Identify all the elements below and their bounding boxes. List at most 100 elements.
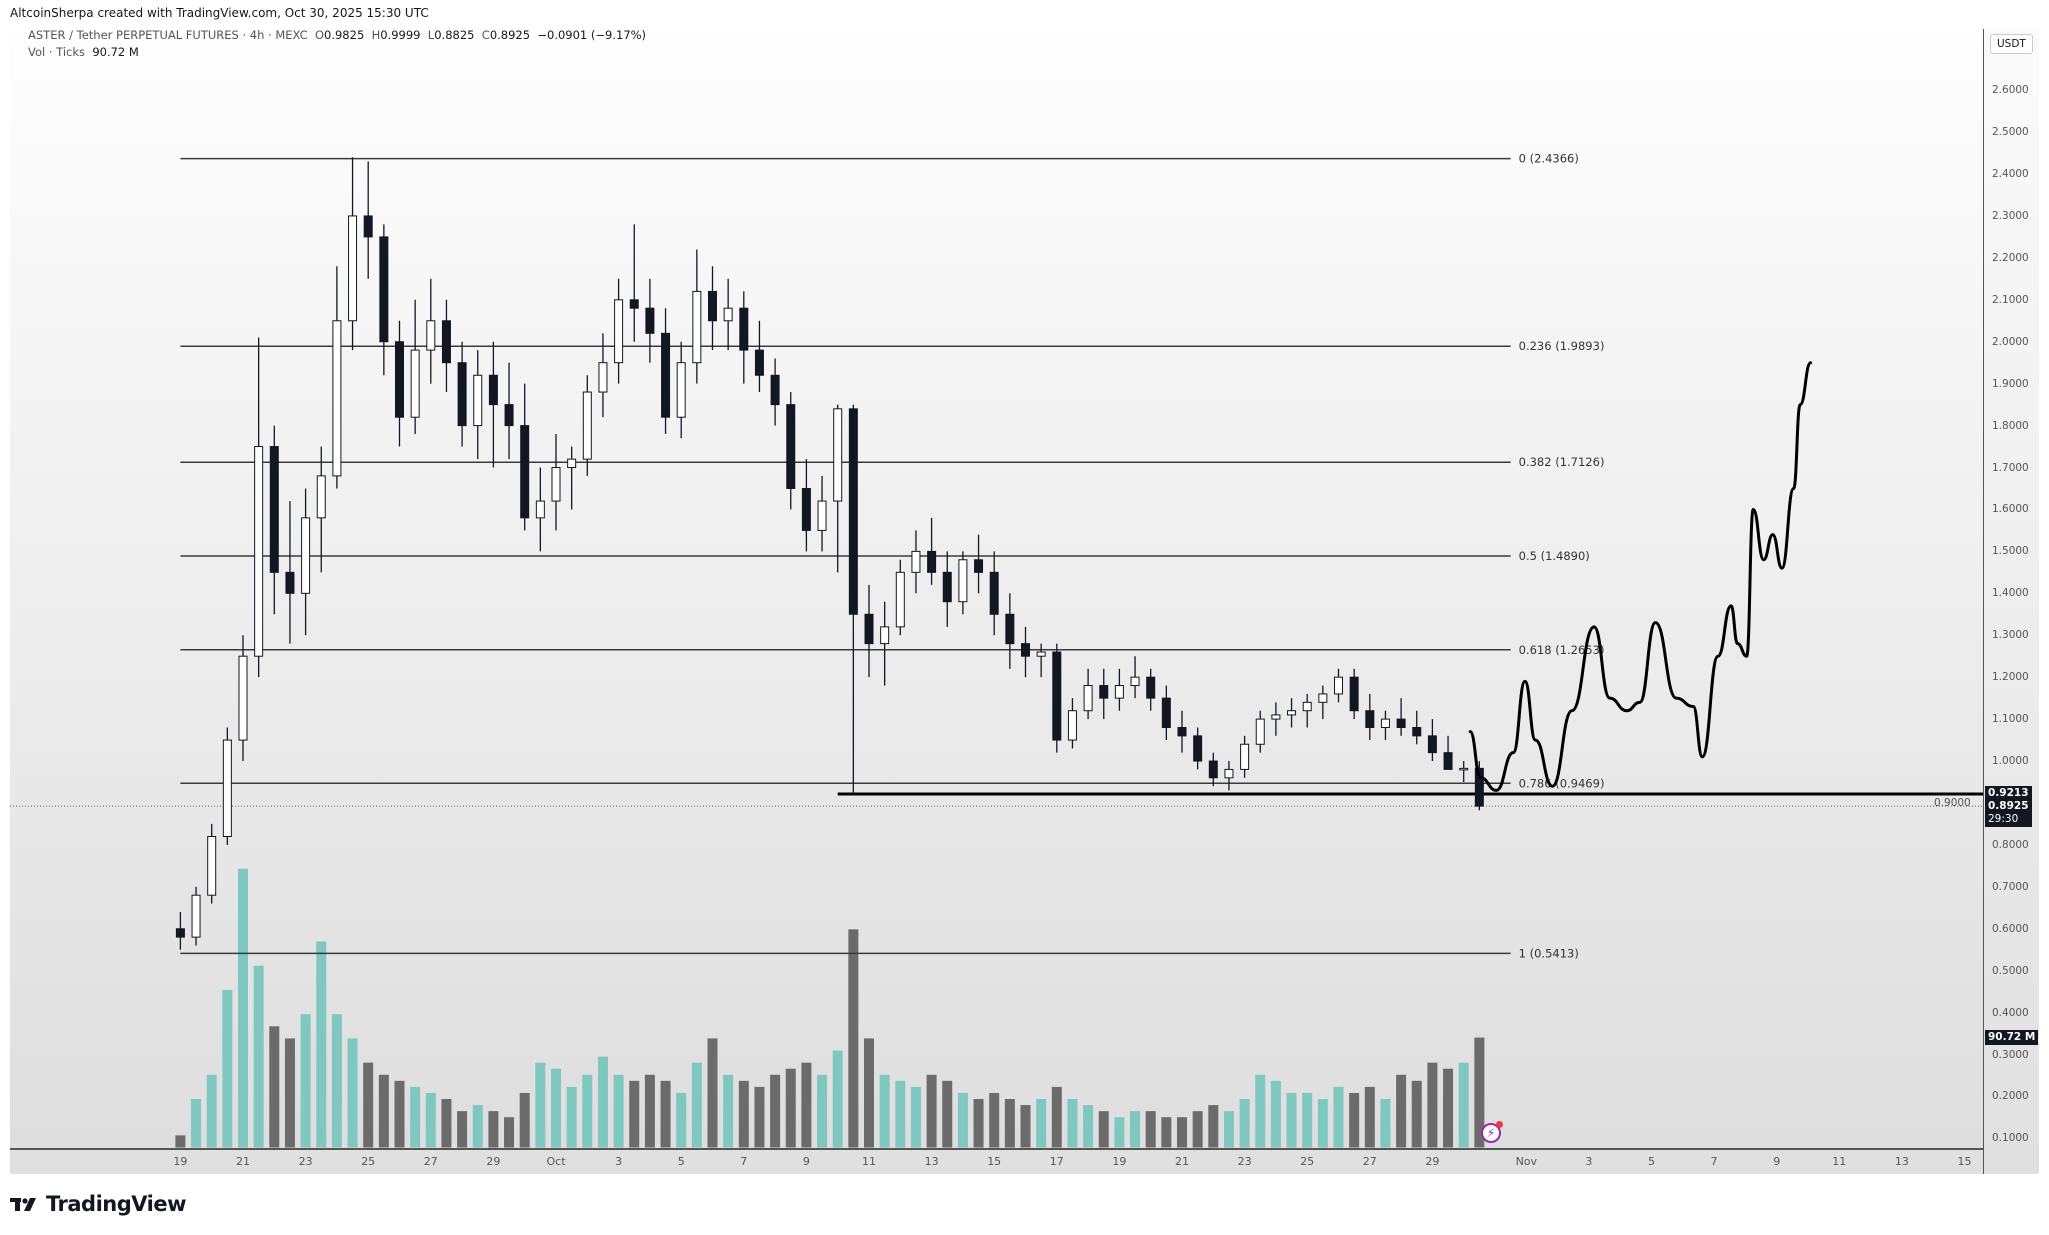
time-tick-label: 15 [987,1155,1002,1168]
candle [723,307,733,322]
candle [1240,743,1250,770]
volume-bar [864,1038,874,1148]
candle [1021,643,1030,657]
volume-bar [1145,1111,1156,1148]
candle [911,550,921,573]
candle [817,500,827,531]
volume-bar [1051,1086,1062,1148]
volume-bar [175,1135,186,1148]
volume-bar [582,1074,593,1148]
volume-bar [425,1092,436,1148]
candle [598,362,608,393]
price-axis[interactable]: 0.1000 0.2000 0.3000 0.4000 0.5000 0.6000 0.70… [1934,29,2039,1174]
price-tick-label: 0.1000 [1992,1132,2029,1145]
currency-button[interactable]: USDT [1990,34,2033,54]
candle [864,613,874,645]
time-tick-label: 5 [677,1155,685,1168]
lightning-bolt-icon[interactable]: ⚡ [1481,1121,1503,1143]
candle [1334,676,1343,695]
volume-bar [770,1074,781,1148]
volume-legend[interactable]: Vol · Ticks 90.72 M [28,45,139,59]
fib-level-label: 0.382 (1.7126) [1519,455,1605,469]
tradingview-logo-icon [10,1198,36,1211]
candle [207,836,217,896]
high-value: 0.9999 [380,29,421,42]
candle [332,320,342,477]
candle [1349,676,1359,712]
fib-level-label: 1 (0.5413) [1519,946,1579,960]
price-chart-svg[interactable]: 0 (2.4366) 0.236 (1.9893) 0.382 (1.7126) 0.… [10,29,1983,1148]
time-tick-label: 3 [1585,1155,1593,1168]
candle [301,517,311,594]
volume-bar [942,1080,953,1148]
low-value: 0.8825 [434,29,475,42]
candle [1067,710,1077,741]
candle [316,475,326,519]
volume-bar [707,1038,718,1148]
candle [348,215,358,322]
volume-bar [660,1080,671,1148]
candle [222,739,232,838]
time-tick-label: Oct [546,1155,566,1168]
candle [989,571,999,615]
volume-bar [597,1056,608,1148]
candle [567,458,577,469]
candle [661,332,671,418]
candle [1130,676,1140,687]
volume-bar [1474,1037,1485,1148]
time-axis[interactable]: 19 21 23 25 27 29 Oct 3 5 7 9 11 13 15 17 19 21 23 25 27 29 N… [10,1148,1983,1174]
candle [1255,718,1265,745]
candle [379,236,389,343]
time-tick-label: 9 [1773,1155,1781,1168]
candle [1224,768,1234,779]
candle [1459,767,1469,771]
volume-bar [879,1074,890,1148]
time-tick-label: 29 [486,1155,501,1168]
candle [363,215,373,238]
volume-value: 90.72 M [92,45,139,59]
volume-bar [457,1111,468,1148]
volume-bar [206,1074,217,1148]
volume-bar [1020,1105,1031,1148]
volume-bar [644,1074,655,1148]
candle [1318,693,1328,703]
candle [1146,676,1156,699]
time-tick-label: 23 [1237,1155,1252,1168]
candle [504,404,514,427]
candle [473,374,483,427]
time-tick-label: 29 [1425,1155,1440,1168]
candle [426,320,436,351]
symbol-title[interactable]: ASTER / Tether PERPETUAL FUTURES · 4h · … [28,29,308,42]
volume-bar [1114,1117,1125,1148]
low-label: L [427,29,435,42]
candle [692,290,702,364]
candle [254,446,264,657]
symbol-legend[interactable]: ASTER / Tether PERPETUAL FUTURES · 4h · … [28,29,646,42]
chart-credit: AltcoinSherpa created with TradingView.c… [10,6,429,20]
candle [1302,701,1312,712]
time-tick-label: 15 [1957,1155,1972,1168]
price-tick-label: 1.4000 [1992,587,2029,600]
price-tick-label: 0.5000 [1992,964,2029,977]
volume-bar [723,1074,734,1148]
volume-bar [989,1092,1000,1148]
volume-bar [191,1099,202,1148]
volume-bar [284,1038,295,1148]
volume-bar [817,1074,828,1148]
candle [1114,685,1124,699]
candle [1412,726,1422,737]
volume-bar [629,1080,640,1148]
time-tick-label: 19 [1112,1155,1127,1168]
candle [708,290,717,322]
price-tick-label: 1.9000 [1992,377,2029,390]
tradingview-logo[interactable]: TradingView [10,1192,186,1216]
time-tick-label: Nov [1515,1155,1538,1168]
time-tick-label: 11 [1832,1155,1847,1168]
time-tick-label: 13 [924,1155,939,1168]
price-tick-label: 1.2000 [1992,671,2029,684]
chart-pane[interactable]: 0 (2.4366) 0.236 (1.9893) 0.382 (1.7126) 0.… [10,29,1983,1148]
time-tick-label: 7 [740,1155,748,1168]
volume-bar [316,941,327,1148]
volume-bar [1130,1111,1141,1148]
volume-bar [1380,1099,1391,1148]
